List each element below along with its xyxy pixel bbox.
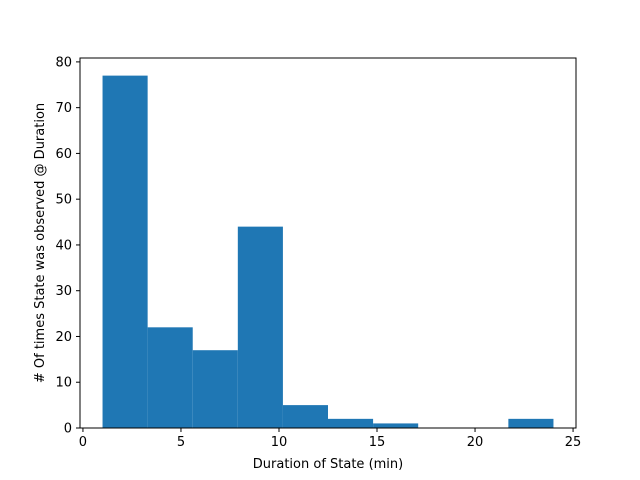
histogram-bar-5	[328, 418, 374, 428]
y-tick-label: 70	[55, 101, 72, 116]
histogram-bar-3	[237, 226, 283, 428]
x-axis-ticks: 0 5 10 15 20 25	[79, 428, 582, 450]
histogram-bar-1	[147, 327, 193, 428]
histogram-bar-4	[282, 405, 328, 428]
y-axis-ticks: 0 10 20 30 40 50 60 70 80	[55, 55, 80, 437]
x-tick-label: 10	[271, 435, 288, 450]
histogram-bar-6	[373, 423, 419, 428]
y-tick-label: 10	[55, 376, 72, 391]
y-tick-label: 30	[55, 284, 72, 299]
plot-frame	[79, 57, 577, 429]
y-tick-label: 20	[55, 330, 72, 345]
histogram-bar-0	[102, 75, 148, 428]
x-axis-label: Duration of State (min)	[253, 457, 403, 472]
y-tick-label: 60	[55, 147, 72, 162]
x-tick-label: 5	[177, 435, 185, 450]
histogram-bar-2	[192, 350, 238, 428]
y-tick-label: 50	[55, 193, 72, 208]
y-tick-label: 80	[55, 55, 72, 70]
x-tick-label: 0	[79, 435, 87, 450]
y-axis-label: # Of times State was observed @ Duration	[33, 103, 48, 383]
x-tick-label: 25	[565, 435, 582, 450]
histogram-bars	[102, 75, 554, 428]
y-tick-label: 40	[55, 238, 72, 253]
histogram-bar-9	[508, 418, 554, 428]
x-tick-label: 15	[369, 435, 386, 450]
x-tick-label: 20	[467, 435, 484, 450]
y-tick-label: 0	[64, 422, 72, 437]
